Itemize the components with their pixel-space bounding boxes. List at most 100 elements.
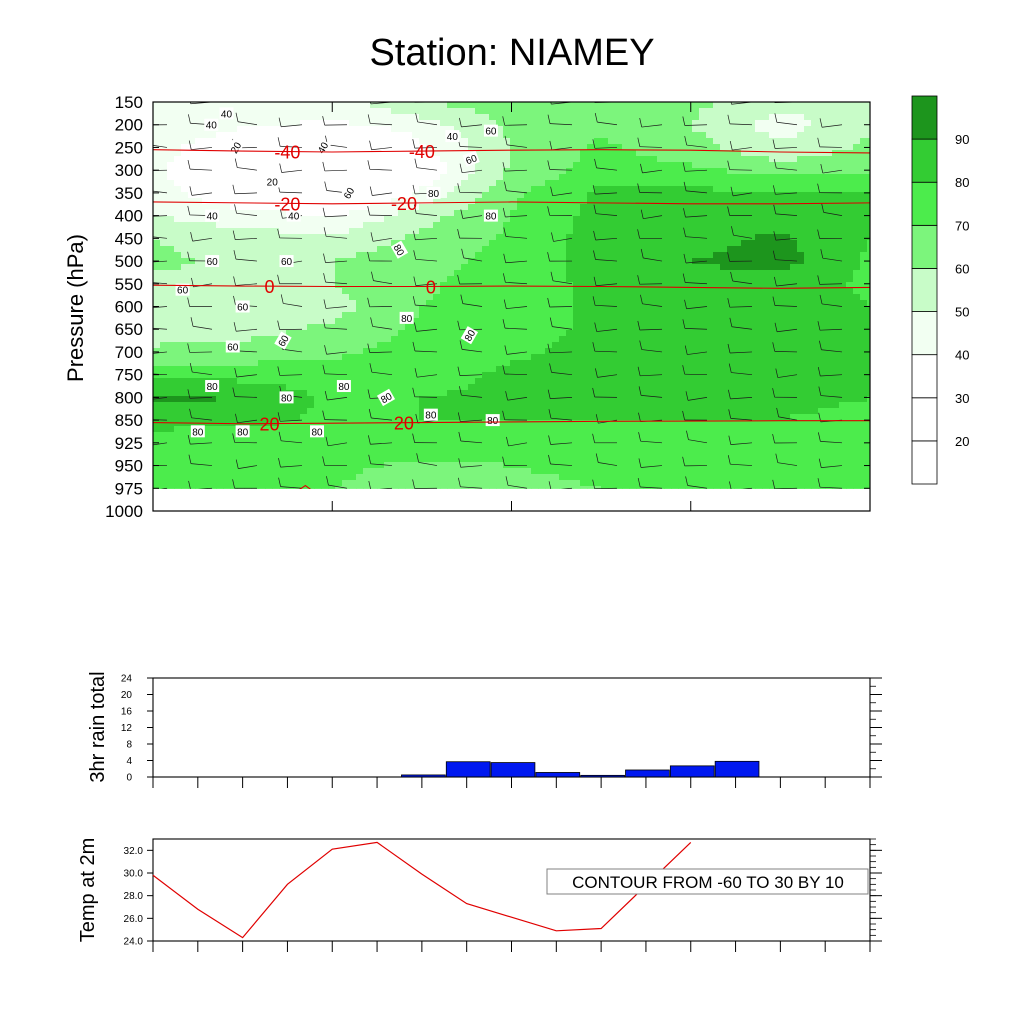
rh-fill-cell bbox=[713, 264, 721, 271]
rh-fill-cell bbox=[482, 330, 490, 337]
rh-fill-cell bbox=[489, 300, 497, 307]
rh-fill-cell bbox=[825, 114, 833, 121]
rh-fill-cell bbox=[230, 114, 238, 121]
rh-fill-cell bbox=[797, 162, 805, 169]
rh-fill-cell bbox=[531, 174, 539, 181]
rh-fill-cell bbox=[405, 204, 413, 211]
rh-fill-cell bbox=[748, 150, 756, 157]
rh-fill-cell bbox=[783, 246, 791, 253]
rh-fill-cell bbox=[860, 264, 868, 271]
rh-fill-cell bbox=[314, 246, 322, 253]
rh-fill-cell bbox=[860, 204, 868, 211]
rh-fill-cell bbox=[825, 240, 833, 247]
rh-fill-cell bbox=[860, 318, 868, 325]
rh-fill-cell bbox=[664, 210, 672, 217]
rh-fill-cell bbox=[678, 114, 686, 121]
rh-fill-cell bbox=[510, 384, 518, 391]
rh-fill-cell bbox=[342, 312, 350, 319]
rh-fill-cell bbox=[573, 186, 581, 193]
rh-fill-cell bbox=[762, 210, 770, 217]
rh-fill-cell bbox=[580, 186, 588, 193]
rh-fill-cell bbox=[335, 174, 343, 181]
rh-fill-cell bbox=[734, 156, 742, 163]
rh-fill-cell bbox=[769, 108, 777, 115]
rh-fill-cell bbox=[860, 156, 868, 163]
rh-fill-cell bbox=[580, 342, 588, 349]
rh-fill-cell bbox=[573, 210, 581, 217]
rh-fill-cell bbox=[664, 120, 672, 127]
rh-fill-cell bbox=[370, 210, 378, 217]
rh-fill-cell bbox=[566, 216, 574, 223]
rh-fill-cell bbox=[209, 342, 217, 349]
rh-fill-cell bbox=[286, 156, 294, 163]
rh-fill-cell bbox=[804, 366, 812, 373]
rh-fill-cell bbox=[356, 102, 364, 109]
rh-fill-cell bbox=[370, 108, 378, 115]
rh-fill-cell bbox=[524, 156, 532, 163]
rh-fill-cell bbox=[601, 312, 609, 319]
rh-fill-cell bbox=[685, 150, 693, 157]
rh-fill-cell bbox=[300, 138, 308, 145]
rh-fill-cell bbox=[286, 342, 294, 349]
rh-fill-cell bbox=[342, 102, 350, 109]
rh-fill-cell bbox=[405, 228, 413, 235]
rh-fill-cell bbox=[363, 390, 371, 397]
rh-fill-cell bbox=[468, 126, 476, 133]
rh-fill-cell bbox=[489, 168, 497, 175]
rh-fill-cell bbox=[503, 126, 511, 133]
rh-fill-cell bbox=[839, 258, 847, 265]
rh-fill-cell bbox=[650, 228, 658, 235]
rh-fill-cell bbox=[244, 222, 252, 229]
rh-fill-cell bbox=[853, 126, 861, 133]
rh-fill-cell bbox=[769, 210, 777, 217]
rh-fill-cell bbox=[167, 186, 175, 193]
rh-fill-cell bbox=[251, 276, 259, 283]
rh-fill-cell bbox=[223, 252, 231, 259]
rh-fill-cell bbox=[279, 102, 287, 109]
rh-fill-cell bbox=[384, 312, 392, 319]
rh-fill-cell bbox=[678, 228, 686, 235]
rh-fill-cell bbox=[482, 378, 490, 385]
rh-fill-cell bbox=[853, 222, 861, 229]
rh-fill-cell bbox=[419, 120, 427, 127]
rh-fill-cell bbox=[237, 246, 245, 253]
rh-fill-cell bbox=[286, 348, 294, 355]
rh-fill-cell bbox=[195, 216, 203, 223]
rh-fill-cell bbox=[447, 312, 455, 319]
rh-fill-cell bbox=[293, 234, 301, 241]
rh-fill-cell bbox=[524, 318, 532, 325]
rh-fill-cell bbox=[832, 282, 840, 289]
rh-fill-cell bbox=[167, 120, 175, 127]
rh-fill-cell bbox=[433, 198, 441, 205]
rh-fill-cell bbox=[538, 234, 546, 241]
rh-fill-cell bbox=[720, 234, 728, 241]
rh-fill-cell bbox=[307, 294, 315, 301]
rh-fill-cell bbox=[489, 174, 497, 181]
rh-fill-cell bbox=[769, 354, 777, 361]
rh-fill-cell bbox=[720, 156, 728, 163]
rh-fill-cell bbox=[776, 186, 784, 193]
rh-fill-cell bbox=[342, 150, 350, 157]
rh-fill-cell bbox=[230, 306, 238, 313]
rh-fill-cell bbox=[307, 372, 315, 379]
rh-fill-cell bbox=[454, 210, 462, 217]
rh-fill-cell bbox=[776, 168, 784, 175]
rh-fill-cell bbox=[804, 372, 812, 379]
rh-fill-cell bbox=[496, 198, 504, 205]
rh-fill-cell bbox=[160, 168, 168, 175]
rh-fill-cell bbox=[468, 252, 476, 259]
rh-fill-cell bbox=[188, 372, 196, 379]
rh-fill-cell bbox=[706, 150, 714, 157]
rh-fill-cell bbox=[692, 258, 700, 265]
rh-fill-cell bbox=[608, 216, 616, 223]
rh-fill-cell bbox=[258, 270, 266, 277]
rh-fill-cell bbox=[300, 348, 308, 355]
rh-fill-cell bbox=[349, 102, 357, 109]
rh-fill-cell bbox=[391, 360, 399, 367]
rh-fill-cell bbox=[482, 306, 490, 313]
rh-fill-cell bbox=[846, 240, 854, 247]
rh-fill-cell bbox=[727, 162, 735, 169]
rh-fill-cell bbox=[804, 192, 812, 199]
rh-fill-cell bbox=[692, 354, 700, 361]
rh-fill-cell bbox=[251, 198, 259, 205]
